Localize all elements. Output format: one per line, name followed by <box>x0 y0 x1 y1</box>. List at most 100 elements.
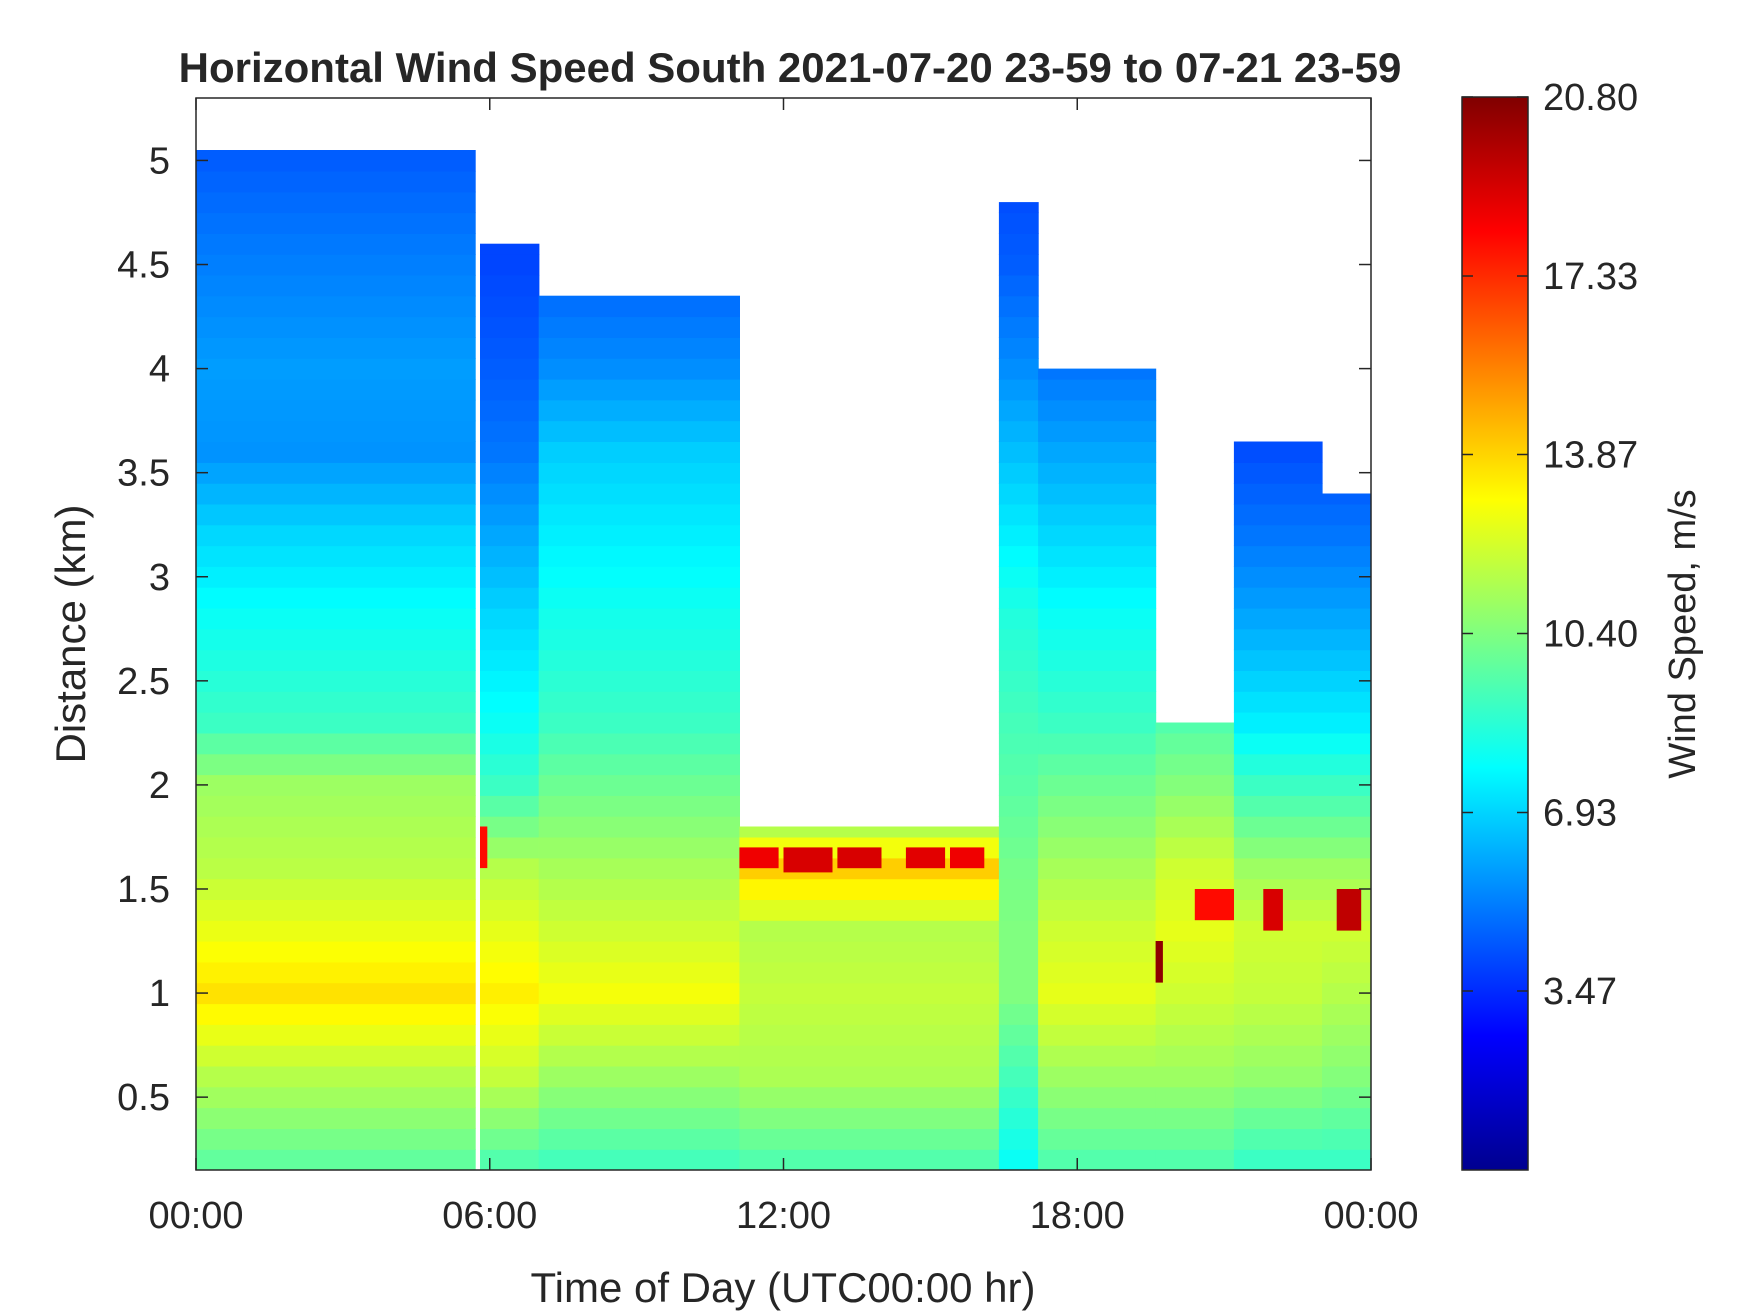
heatmap-cell <box>1322 857 1371 880</box>
heatmap-cell <box>1155 1065 1235 1088</box>
heatmap-cell <box>196 816 476 838</box>
heatmap-cell <box>480 816 540 838</box>
heatmap-cell <box>196 545 476 567</box>
heatmap-cell <box>538 753 740 776</box>
heatmap-cell <box>1322 670 1371 692</box>
heatmap-cell <box>480 1003 540 1025</box>
heatmap-cell <box>538 837 740 859</box>
heatmap-cell <box>998 503 1039 526</box>
y-tick-label: 3.5 <box>117 453 170 495</box>
heatmap-cell <box>1038 368 1157 380</box>
heatmap-cell <box>480 243 540 255</box>
heatmap-cell <box>1322 712 1371 734</box>
heatmap-cells <box>196 150 1371 1170</box>
heatmap-cell <box>1322 753 1371 776</box>
heatmap-cell <box>480 712 540 734</box>
x-tick-label: 06:00 <box>442 1195 537 1237</box>
colorbar-tick-label: 20.80 <box>1543 77 1638 119</box>
x-tick-label: 00:00 <box>148 1195 243 1237</box>
heatmap-cell <box>1322 608 1371 630</box>
heatmap-cell <box>538 941 740 963</box>
heatmap-cell <box>196 254 476 276</box>
heatmap-cell <box>998 795 1039 817</box>
heatmap-cell <box>480 1107 540 1129</box>
heatmap-cell <box>998 274 1039 297</box>
heatmap-cell <box>1322 649 1371 671</box>
high-speed-band <box>1336 889 1362 931</box>
heatmap-cell <box>196 399 476 422</box>
high-speed-band <box>950 847 985 869</box>
heatmap-cell <box>1155 941 1235 963</box>
heatmap-cell <box>739 961 1000 984</box>
heatmap-cell <box>1233 1128 1323 1150</box>
heatmap-cell <box>196 170 476 193</box>
heatmap-cell <box>480 1149 540 1170</box>
heatmap-cell <box>196 191 476 214</box>
heatmap-cell <box>196 233 476 255</box>
heatmap-cell <box>1233 1045 1323 1067</box>
heatmap-cell <box>480 608 540 630</box>
heatmap-cell <box>1038 545 1157 567</box>
heatmap-cell <box>196 295 476 318</box>
heatmap-cell <box>538 399 740 422</box>
heatmap-cell <box>1038 524 1157 547</box>
heatmap-cell <box>1233 628 1323 651</box>
y-tick-label: 5 <box>149 140 170 182</box>
heatmap-cell <box>538 462 740 484</box>
heatmap-cell <box>480 379 540 401</box>
heatmap-cell <box>196 1149 476 1170</box>
heatmap-cell <box>480 920 540 942</box>
heatmap-cell <box>1038 982 1157 1005</box>
heatmap-cell <box>480 441 540 463</box>
heatmap-cell <box>1038 774 1157 796</box>
heatmap-cell <box>480 982 540 1005</box>
heatmap-cell <box>196 1045 476 1067</box>
heatmap-cell <box>1233 961 1323 984</box>
heatmap-cell <box>1155 1003 1235 1025</box>
heatmap-cell <box>196 587 476 609</box>
heatmap-cell <box>1038 670 1157 692</box>
heatmap-cell <box>480 545 540 567</box>
heatmap-cell <box>538 1086 740 1109</box>
colorbar-label: Wind Speed, m/s <box>1662 489 1704 778</box>
heatmap-cell <box>480 274 540 297</box>
high-speed-band <box>783 847 833 873</box>
heatmap-cell <box>480 316 540 338</box>
heatmap-cell <box>1322 691 1371 713</box>
colorbar-tick-label: 10.40 <box>1543 614 1638 656</box>
heatmap-cell <box>196 732 476 755</box>
heatmap-cell <box>1038 712 1157 734</box>
high-speed-band <box>739 847 779 869</box>
heatmap-cell <box>998 566 1039 588</box>
heatmap-cell <box>196 1003 476 1025</box>
heatmap-cell <box>480 1065 540 1088</box>
heatmap-cell <box>1322 837 1371 859</box>
heatmap-cell <box>1322 503 1371 526</box>
heatmap-cell <box>480 732 540 755</box>
heatmap-cell <box>1038 1024 1157 1046</box>
heatmap-cell <box>998 483 1039 505</box>
heatmap-cell <box>739 1065 1000 1088</box>
heatmap-cell <box>480 878 540 900</box>
heatmap-cell <box>998 1107 1039 1129</box>
heatmap-cell <box>739 1003 1000 1025</box>
heatmap-cell <box>538 670 740 692</box>
heatmap-cell <box>998 774 1039 796</box>
heatmap-cell <box>1322 1024 1371 1046</box>
heatmap-cell <box>538 712 740 734</box>
heatmap-cell <box>1233 483 1323 505</box>
heatmap-cell <box>1322 982 1371 1005</box>
high-speed-band <box>905 847 946 869</box>
heatmap-cell <box>1038 462 1157 484</box>
heatmap-cell <box>480 399 540 422</box>
heatmap-cell <box>1233 524 1323 547</box>
heatmap-cell <box>196 670 476 692</box>
heatmap-cell <box>480 753 540 776</box>
heatmap-cell <box>998 649 1039 671</box>
heatmap-cell <box>196 753 476 776</box>
heatmap-cell <box>1233 566 1323 588</box>
heatmap-cell <box>1233 941 1323 963</box>
heatmap-cell <box>538 795 740 817</box>
heatmap-cell <box>1038 816 1157 838</box>
heatmap-cell <box>480 503 540 526</box>
